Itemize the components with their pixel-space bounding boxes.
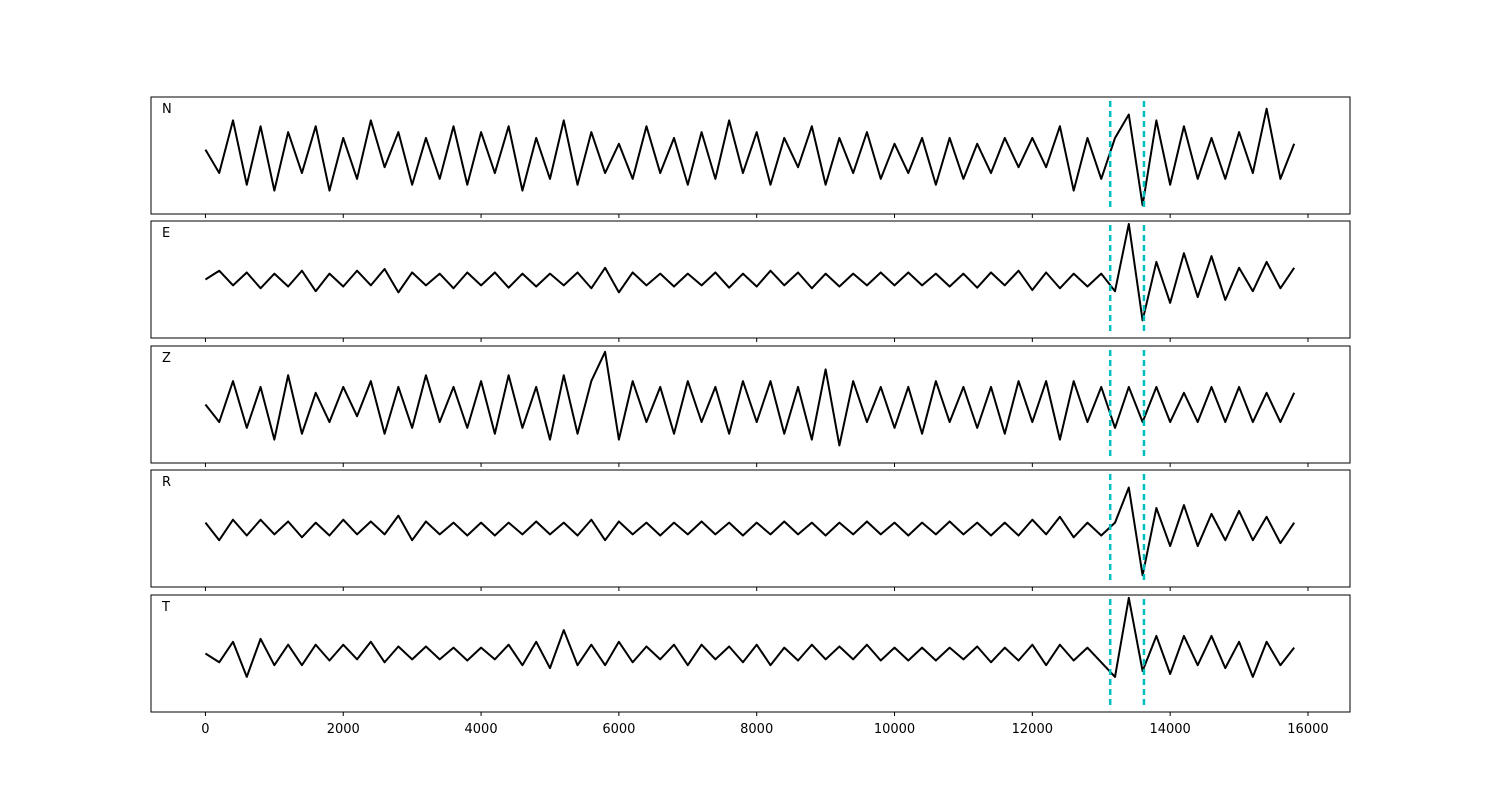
x-tick-label: 14000 bbox=[1149, 722, 1190, 737]
panel-frame bbox=[150, 220, 1351, 339]
panel-frame bbox=[150, 96, 1351, 215]
x-tick-label: 16000 bbox=[1287, 722, 1328, 737]
trace bbox=[204, 107, 1296, 207]
x-tick-label: 0 bbox=[201, 722, 209, 737]
panel-background bbox=[151, 97, 1350, 214]
trace bbox=[204, 486, 1296, 577]
panel-frame bbox=[150, 594, 1351, 713]
x-tick-label: 4000 bbox=[465, 722, 498, 737]
panel-label: T bbox=[161, 600, 170, 615]
x-tick-label: 6000 bbox=[602, 722, 635, 737]
x-tick-label: 10000 bbox=[874, 722, 915, 737]
panel-frame bbox=[150, 345, 1351, 464]
panel-frame bbox=[150, 469, 1351, 588]
trace bbox=[204, 222, 1296, 322]
x-tick-label: 8000 bbox=[740, 722, 773, 737]
panel-label: Z bbox=[162, 351, 171, 366]
panel-label: N bbox=[162, 102, 172, 117]
panel-label: R bbox=[162, 475, 171, 490]
panel-label: E bbox=[162, 226, 170, 241]
x-tick-label: 12000 bbox=[1012, 722, 1053, 737]
trace bbox=[204, 350, 1296, 447]
x-tick-label: 2000 bbox=[327, 722, 360, 737]
trace bbox=[204, 596, 1295, 678]
